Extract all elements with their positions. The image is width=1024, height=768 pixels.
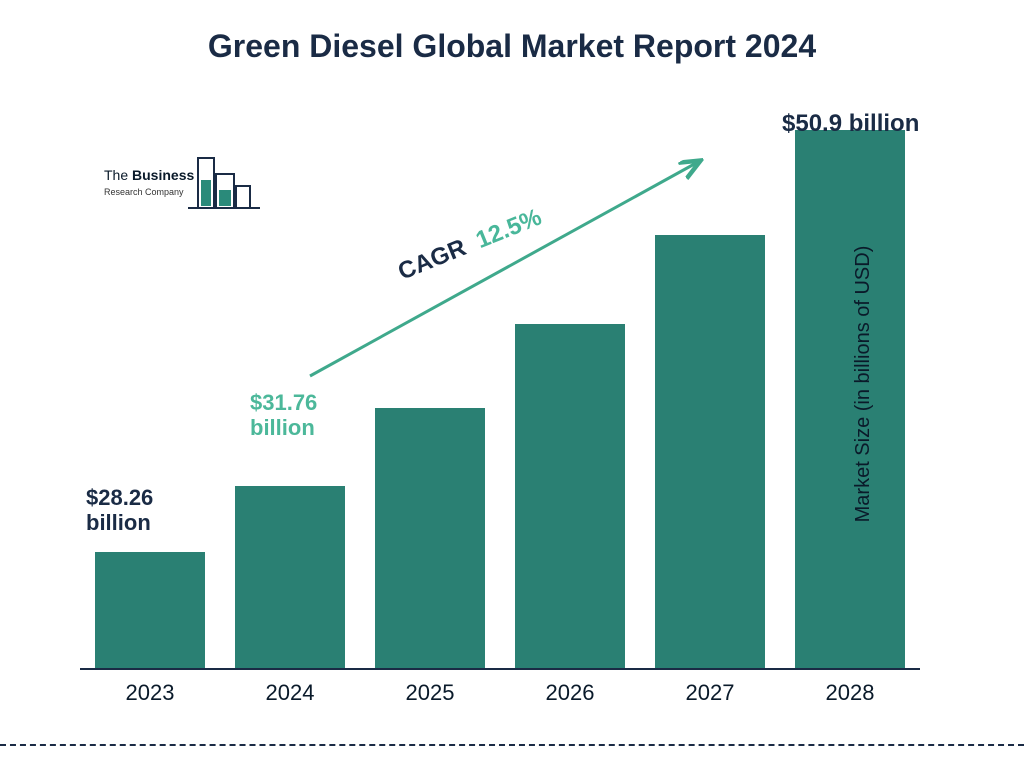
bar-slot <box>650 110 770 668</box>
x-tick-label: 2028 <box>790 680 910 706</box>
x-tick-label: 2026 <box>510 680 630 706</box>
x-axis-labels: 2023 2024 2025 2026 2027 2028 <box>80 680 920 706</box>
bar <box>515 324 625 668</box>
bar-slot <box>510 110 630 668</box>
x-axis-line <box>80 668 920 670</box>
bar <box>235 486 345 668</box>
bars-container <box>80 110 920 668</box>
bar-slot <box>790 110 910 668</box>
bar-slot <box>230 110 350 668</box>
bar-slot <box>90 110 210 668</box>
footer-divider <box>0 744 1024 746</box>
bar-chart: 202320242025202620272028 <box>80 110 920 670</box>
value-2024-amount: $31.76 <box>250 390 317 415</box>
bar <box>375 408 485 668</box>
x-tick-label: 2023 <box>90 680 210 706</box>
value-2028-amount: $50.9 billion <box>782 110 919 137</box>
y-axis-label-text: Market Size (in billions of USD) <box>852 246 874 523</box>
x-tick-label: 2027 <box>650 680 770 706</box>
page-title: Green Diesel Global Market Report 2024 <box>0 28 1024 65</box>
y-axis-label: Market Size (in billions of USD) <box>852 246 875 523</box>
bar-slot <box>370 110 490 668</box>
bar <box>655 235 765 668</box>
bar <box>95 552 205 668</box>
title-text: Green Diesel Global Market Report 2024 <box>208 28 816 64</box>
value-label-2028: $50.9 billion <box>782 110 919 138</box>
value-2024-unit: billion <box>250 415 315 440</box>
value-2023-unit: billion <box>86 510 151 535</box>
bar <box>795 130 905 668</box>
value-label-2023: $28.26 billion <box>86 485 153 536</box>
x-tick-label: 2025 <box>370 680 490 706</box>
x-tick-label: 2024 <box>230 680 350 706</box>
value-2023-amount: $28.26 <box>86 485 153 510</box>
value-label-2024: $31.76 billion <box>250 390 317 441</box>
